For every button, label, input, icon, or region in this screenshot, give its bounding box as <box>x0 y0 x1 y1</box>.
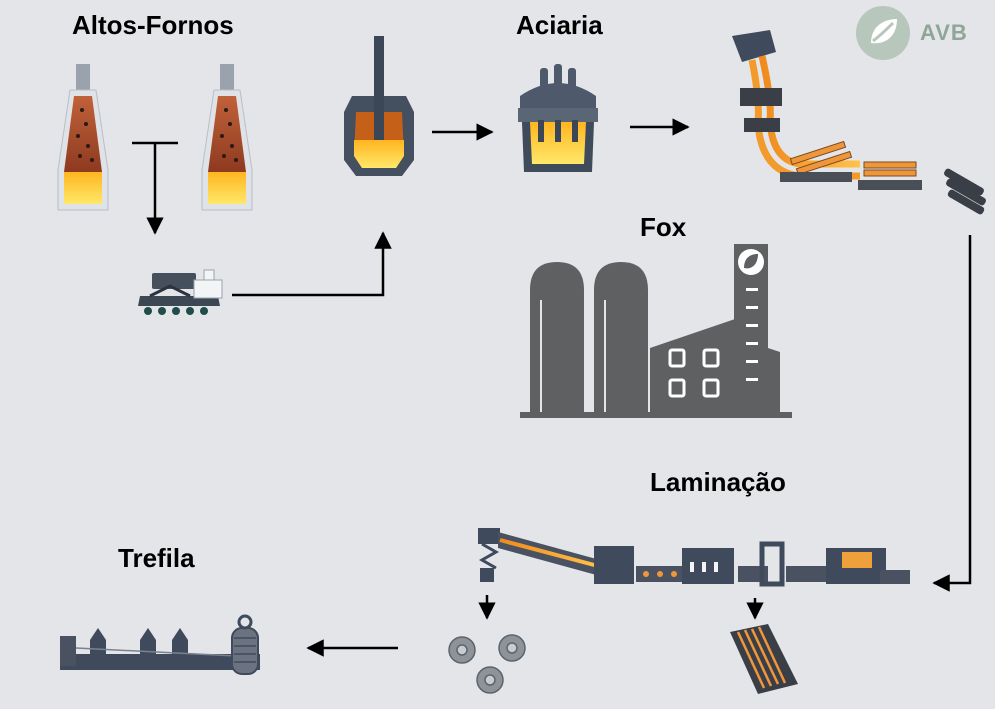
blast-furnace-icon <box>57 64 109 211</box>
label-aciaria: Aciaria <box>516 10 603 40</box>
logo-text: AVB <box>920 20 968 45</box>
converter-icon <box>344 36 414 176</box>
label-trefila: Trefila <box>118 543 195 573</box>
flow-arrow <box>932 235 972 592</box>
ladle-furnace-icon <box>518 64 598 172</box>
wire-drawing-icon <box>60 614 260 675</box>
avb-logo: AVB <box>856 6 968 60</box>
rolling-mill-icon <box>478 528 910 587</box>
continuous-caster-icon <box>732 30 986 215</box>
rebar-bundle-icon <box>730 624 798 694</box>
label-altos-fornos: Altos-Fornos <box>72 10 234 40</box>
torpedo-car-icon <box>138 269 223 315</box>
label-fox: Fox <box>640 212 687 242</box>
label-laminacao: Laminação <box>650 467 786 497</box>
factory-icon <box>520 244 792 418</box>
blast-furnace-icon <box>201 64 253 211</box>
flow-arrow <box>232 231 392 297</box>
leaf-logo-icon <box>856 6 910 60</box>
wire-coil-icon <box>448 634 526 694</box>
